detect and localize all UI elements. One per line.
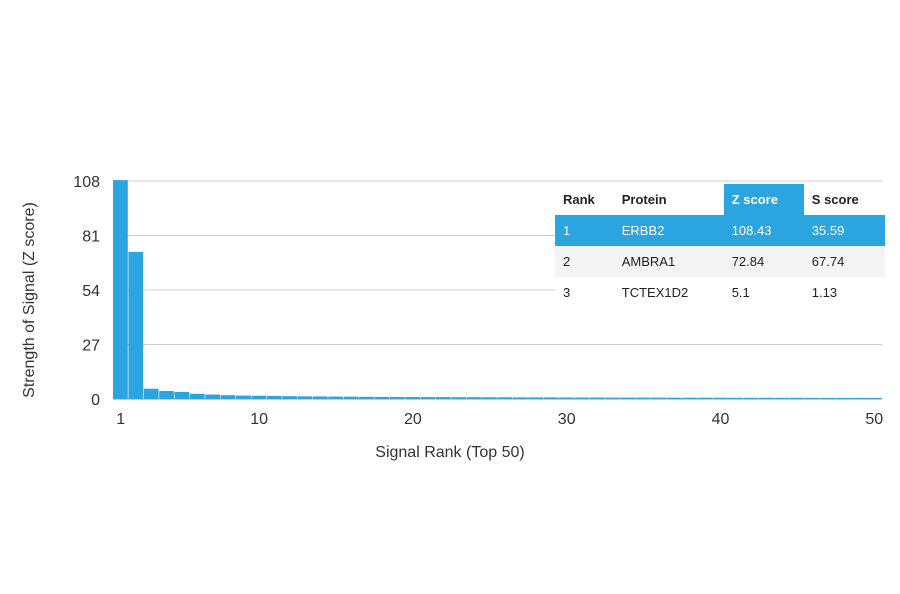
bar-rank-11 [266,395,282,399]
y-tick-label: 27 [82,338,100,355]
bar-rank-45 [789,397,805,399]
bar-rank-6 [189,393,205,399]
bar-rank-49 [851,397,867,399]
bar-rank-35 [635,397,651,399]
table-row: 2 AMBRA1 72.84 67.74 [555,246,885,277]
x-tick-label: 20 [404,411,422,428]
x-axis-title: Signal Rank (Top 50) [375,444,524,461]
column-header-protein: Protein [613,184,724,215]
x-tick-label: 10 [250,411,268,428]
bar-rank-39 [697,397,713,399]
z-score-cell: 72.84 [723,246,804,277]
score-table: Rank Protein Z score S score 1 ERBB2 108… [555,184,885,308]
bar-rank-14 [312,396,328,399]
x-tick-label: 40 [712,411,730,428]
bar-rank-22 [435,397,451,399]
y-tick-label: 108 [73,174,100,191]
y-tick-label: 0 [91,392,100,409]
bar-rank-21 [420,397,436,399]
bar-rank-13 [297,396,313,399]
bar-rank-27 [512,397,528,399]
bar-rank-37 [666,397,682,399]
x-tick-label: 30 [558,411,576,428]
bar-rank-25 [482,397,497,399]
bar-rank-24 [466,397,482,399]
y-axis-title: Strength of Signal (Z score) [21,202,38,398]
x-tick-labels: 1 10 20 30 40 50 [116,411,883,428]
bar-rank-15 [328,396,344,399]
column-header-rank: Rank [555,184,614,215]
bar-rank-19 [389,396,405,399]
bar-rank-36 [651,397,667,399]
bars [113,180,882,399]
bar-rank-12 [282,396,297,399]
protein-cell: AMBRA1 [613,246,724,277]
s-score-cell: 1.13 [803,277,885,308]
y-tick-label: 54 [82,283,100,300]
s-score-cell: 67.74 [803,246,885,277]
bar-rank-31 [574,397,590,399]
bar-rank-47 [820,397,836,399]
rank-cell: 1 [555,215,614,246]
bar-rank-9 [236,395,251,399]
bar-rank-30 [559,397,574,399]
bar-rank-8 [220,395,236,399]
bar-rank-17 [359,396,374,399]
rank-cell: 2 [555,246,614,277]
bar-rank-7 [205,394,221,399]
bar-rank-2 [128,251,144,399]
bar-rank-10 [251,395,267,399]
bar-rank-1 [113,180,128,399]
x-tick-label: 1 [116,411,125,428]
protein-cell: ERBB2 [613,215,724,246]
bar-rank-38 [682,397,697,399]
bar-rank-5 [174,391,190,399]
bar-rank-20 [405,396,420,399]
bar-rank-42 [743,397,759,399]
bar-rank-29 [543,397,559,399]
bar-rank-34 [620,397,636,399]
bar-rank-41 [728,397,743,399]
table-row: 1 ERBB2 108.43 35.59 [555,215,885,246]
column-header-z-score: Z score [723,184,804,215]
y-tick-label: 81 [82,229,100,246]
bar-rank-28 [528,397,544,399]
bar-rank-23 [451,397,467,399]
bar-rank-32 [589,397,605,399]
y-tick-labels: 0 27 54 81 108 [73,174,100,409]
z-score-cell: 108.43 [723,215,804,246]
s-score-cell: 35.59 [803,215,885,246]
bar-rank-50 [866,397,882,399]
bar-rank-16 [343,396,359,399]
bar-rank-3 [143,388,159,399]
bar-rank-33 [605,397,620,399]
column-header-s-score: S score [803,184,885,215]
z-score-cell: 5.1 [723,277,804,308]
rank-cell: 3 [555,277,614,308]
bar-rank-48 [835,397,851,399]
bar-rank-26 [497,397,513,399]
x-tick-label: 50 [865,411,883,428]
bar-rank-43 [758,397,774,399]
bar-rank-4 [159,390,174,399]
bar-rank-44 [774,397,790,399]
bar-rank-46 [805,397,820,399]
protein-cell: TCTEX1D2 [613,277,724,308]
bar-rank-40 [712,397,728,399]
table-row: 3 TCTEX1D2 5.1 1.13 [555,277,885,308]
table-header-row: Rank Protein Z score S score [555,184,885,215]
bar-rank-18 [374,396,390,399]
